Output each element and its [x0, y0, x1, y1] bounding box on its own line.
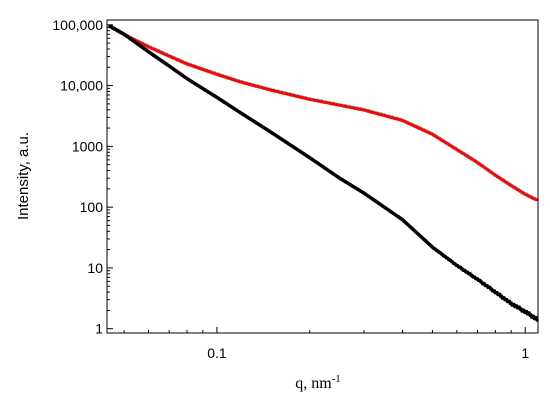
tick-labels: 1 10 100 1000 10,000 100,000 0.1 1 [52, 17, 529, 361]
y-axis-title: Intensity, a.u. [15, 132, 32, 220]
x-axis-title-main: q, nm [295, 375, 332, 392]
y-tick-label: 10,000 [60, 78, 103, 94]
x-axis-title-superscript: -1 [332, 373, 341, 385]
plot-frame [106, 19, 539, 334]
y-tick-label: 10 [87, 260, 103, 276]
axis-ticks [107, 24, 526, 333]
y-tick-label: 100,000 [52, 17, 103, 33]
x-axis-title: q, nm-1 [295, 373, 341, 392]
y-tick-label: 1 [95, 321, 103, 337]
y-tick-label: 1000 [72, 138, 103, 154]
x-tick-label: 0.1 [207, 345, 227, 361]
data-points-layer [107, 23, 539, 322]
y-tick-label: 100 [80, 199, 104, 215]
x-tick-label: 1 [521, 345, 529, 361]
